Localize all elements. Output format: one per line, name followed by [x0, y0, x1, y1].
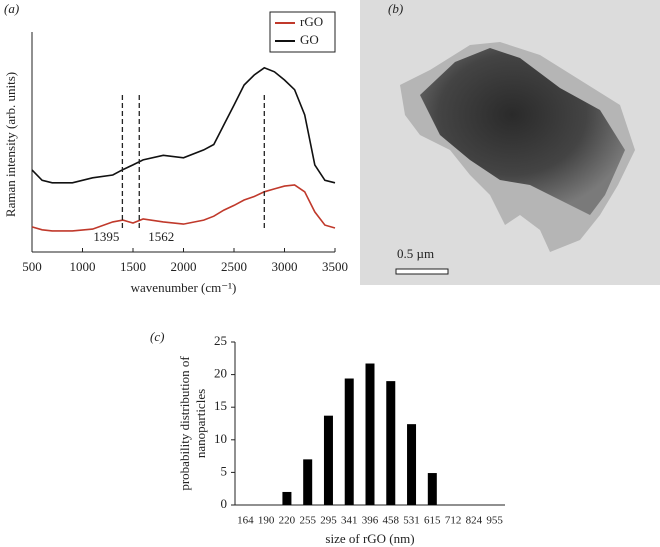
bar — [407, 424, 417, 505]
x-axis-label: size of rGO (nm) — [325, 531, 414, 546]
y-tick-label: 5 — [221, 463, 228, 478]
panel-label: (b) — [388, 1, 403, 16]
x-tick-label: 712 — [445, 515, 462, 527]
y-tick-label: 15 — [214, 398, 227, 413]
x-tick-label: 500 — [22, 259, 42, 274]
legend-label: GO — [300, 32, 319, 47]
x-tick-label: 615 — [424, 515, 441, 527]
flake — [420, 48, 625, 215]
series-line — [31, 66, 336, 184]
y-tick-label: 25 — [214, 333, 227, 348]
x-tick-label: 1000 — [70, 259, 96, 274]
bar — [344, 378, 354, 505]
bar — [282, 491, 292, 505]
x-tick-label: 531 — [403, 515, 420, 527]
x-tick-label: 255 — [299, 515, 316, 527]
y-tick-label: 0 — [221, 496, 228, 511]
x-tick-label: 396 — [362, 515, 379, 527]
panel-label: (a) — [4, 1, 19, 16]
x-tick-label: 164 — [237, 515, 254, 527]
x-tick-label: 458 — [383, 515, 400, 527]
y-tick-label: 20 — [214, 366, 227, 381]
bar — [365, 363, 375, 505]
x-tick-label: 220 — [279, 515, 296, 527]
scale-bar — [395, 268, 449, 275]
x-tick-label: 955 — [486, 515, 503, 527]
x-tick-label: 3000 — [272, 259, 298, 274]
scale-label: 0.5 µm — [397, 246, 434, 261]
x-tick-label: 2000 — [171, 259, 197, 274]
x-tick-label: 824 — [466, 515, 483, 527]
marker-label: 1562 — [148, 229, 174, 244]
bar — [386, 381, 396, 505]
series-line — [31, 184, 336, 232]
bar — [303, 459, 313, 505]
x-axis-label: wavenumber (cm⁻¹) — [131, 280, 237, 295]
x-tick-label: 190 — [258, 515, 275, 527]
panel-label: (c) — [150, 329, 164, 344]
x-tick-label: 2500 — [221, 259, 247, 274]
x-tick-label: 1500 — [120, 259, 146, 274]
tem-image: (b) 0.5 µm — [360, 0, 660, 285]
marker-label: 1395 — [93, 229, 119, 244]
legend-label: rGO — [300, 14, 323, 29]
x-tick-label: 295 — [320, 515, 337, 527]
y-tick-label: 10 — [214, 431, 227, 446]
bar — [323, 415, 333, 505]
y-axis-label: Raman intensity (arb. units) — [3, 72, 18, 217]
x-tick-label: 341 — [341, 515, 358, 527]
x-tick-label: 3500 — [322, 259, 348, 274]
bar — [427, 473, 437, 505]
legend-box — [269, 11, 336, 53]
y-axis-label: nanoparticles — [193, 389, 208, 458]
y-axis-label: probability distribution of — [177, 356, 192, 491]
